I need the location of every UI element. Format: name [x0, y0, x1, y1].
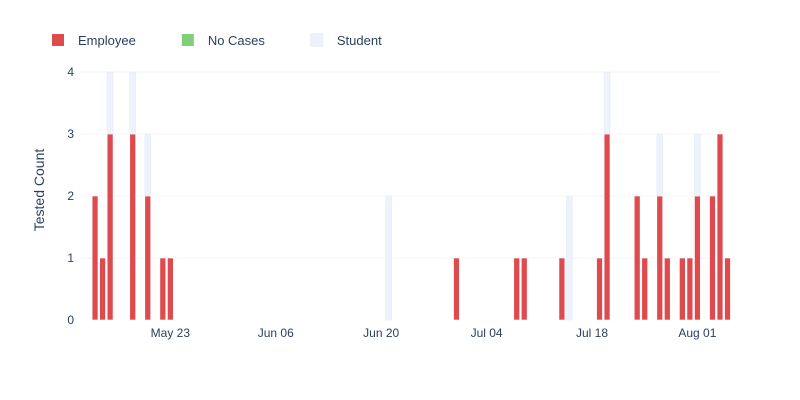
gridlines: [80, 71, 720, 259]
x-tick-label: Jul 04: [471, 326, 503, 340]
y-tick-label: 3: [67, 127, 74, 141]
y-tick-label: 4: [67, 65, 74, 79]
bar-employee: [724, 257, 731, 321]
bar-student: [656, 133, 664, 197]
x-tick-label: Jul 18: [576, 326, 608, 340]
bar-student: [129, 71, 136, 135]
legend-swatch: [181, 34, 194, 46]
bar-student: [694, 133, 701, 197]
x-tick-label: May 23: [151, 326, 191, 340]
y-tick-label: 0: [67, 313, 74, 327]
bar-employee: [596, 257, 603, 321]
bar-employee: [144, 195, 152, 321]
legend: Employee No Cases Student: [52, 33, 382, 48]
y-tick-label: 1: [67, 251, 74, 265]
bar-employee: [558, 257, 566, 321]
bar-student: [385, 195, 392, 321]
legend-label: No Cases: [208, 33, 266, 48]
bar-employee: [99, 257, 106, 321]
bars: [91, 71, 731, 321]
bar-employee: [603, 133, 611, 321]
bar-employee: [694, 195, 701, 321]
bar-employee: [520, 257, 528, 321]
y-tick-label: 2: [67, 189, 74, 203]
bar-employee: [513, 257, 520, 321]
bar-employee: [129, 133, 136, 321]
bar-student: [603, 71, 611, 135]
bar-employee: [106, 133, 114, 321]
bar-employee: [709, 195, 716, 321]
bar-employee: [716, 133, 724, 321]
bar-employee: [91, 195, 99, 321]
y-axis-ticks: 0 1 2 3 4: [67, 65, 74, 327]
x-tick-label: Jun 06: [258, 326, 294, 340]
bar-employee: [641, 257, 648, 321]
bar-employee: [664, 257, 671, 321]
bar-student: [566, 195, 573, 321]
bar-employee: [453, 257, 460, 321]
bar-employee: [656, 195, 664, 321]
legend-label: Student: [337, 33, 382, 48]
x-axis-ticks: May 23 Jun 06 Jun 20 Jul 04 Jul 18 Aug 01: [151, 326, 717, 340]
bar-employee: [679, 257, 686, 321]
legend-label: Employee: [78, 33, 136, 48]
bar-employee: [167, 257, 174, 321]
x-tick-label: Jun 20: [363, 326, 399, 340]
y-axis-title: Tested Count: [31, 149, 47, 232]
bar-employee: [686, 257, 694, 321]
legend-swatch: [310, 33, 324, 47]
bar-student: [144, 133, 152, 197]
legend-swatch: [52, 34, 64, 46]
bar-employee: [159, 257, 167, 321]
bar-student: [106, 71, 114, 135]
bar-employee: [633, 195, 641, 321]
x-tick-label: Aug 01: [678, 326, 716, 340]
